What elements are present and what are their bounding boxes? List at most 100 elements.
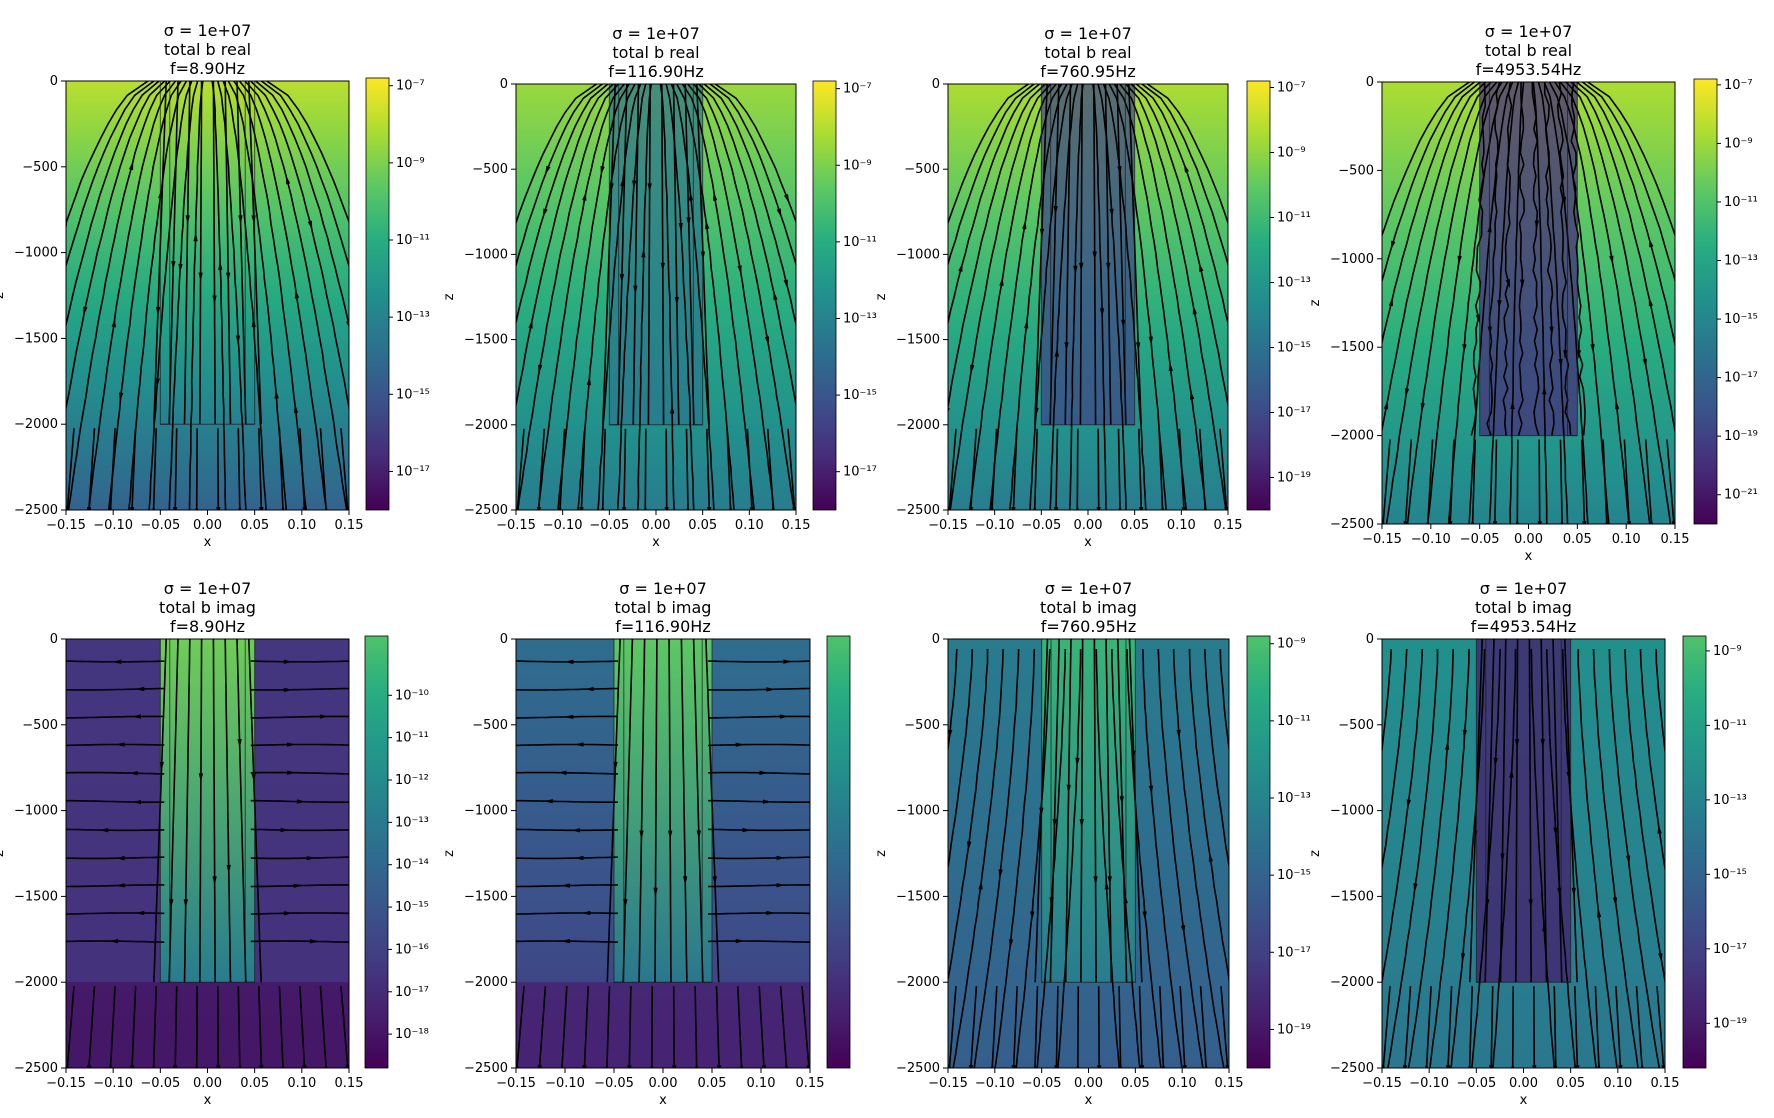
deep-streamline [340,986,349,1068]
casing-streamline [638,639,646,983]
stream-arrow [129,1065,135,1068]
stream-arrow [895,936,899,945]
stream-arrow [528,319,533,329]
streamline [1559,82,1651,524]
stream-arrow [735,742,745,747]
x-tick-label: 0.00 [1074,1076,1103,1091]
streamline [66,799,165,804]
stream-arrow [238,504,242,510]
chart-title-line: total b imag [159,598,256,617]
casing-streamline [1093,639,1097,983]
x-tick-label: 0.15 [1214,518,1243,533]
stream-arrow [185,215,190,225]
streamline [516,84,609,326]
x-axis-label: x [1084,535,1092,550]
stream-arrow [152,1062,156,1068]
stream-arrow [1011,507,1016,510]
stream-arrow [193,232,198,242]
deep-streamline [88,986,96,1068]
stream-arrow [1505,279,1510,289]
streamline [1639,648,1665,874]
streamline [516,84,597,226]
stream-arrow [1612,897,1618,907]
stream-arrow [773,291,778,301]
streamline [681,84,755,510]
stream-arrow [1073,265,1078,275]
y-tick-label: 0 [1366,75,1374,90]
deep-streamline [1559,439,1563,524]
colorbar-tick-label: 10⁻¹³ [396,310,430,325]
stream-arrow [1534,220,1540,230]
deep-streamline [1602,439,1608,524]
streamline [1142,648,1183,1068]
stream-arrow [1445,1065,1451,1068]
casing-streamline [1515,639,1519,983]
streamline [989,84,1063,510]
stream-arrow [1444,740,1450,750]
deep-streamline [1199,986,1207,1068]
stream-arrow [173,1065,178,1068]
stream-arrow [1066,784,1071,794]
chart-panel: −0.15 −0.10 −0.05 0.00 0.05 0.10 0.15 0 −500 −100… [442,24,877,550]
y-tick-label: −2500 [14,1061,58,1076]
stream-arrow [1011,1065,1016,1068]
colorbar-tick-label: 10⁻¹¹ [395,731,429,746]
y-tick-label: 0 [1366,632,1374,647]
stream-arrow [601,504,605,510]
stream-arrow [647,183,652,193]
y-tick-label: −2500 [896,503,940,518]
colorbar-tick-label: 10⁻¹⁸ [395,1027,429,1042]
stream-arrow [1462,729,1468,739]
stream-arrow [516,1062,519,1068]
deep-streamline [1468,986,1473,1068]
colorbar-tick-label: 10⁻¹⁵ [1713,867,1747,882]
x-tick-label: −0.05 [1456,1076,1496,1091]
streamline [250,771,349,775]
colorbar-tick-label: 10⁻¹⁹ [1724,429,1758,444]
casing-streamline [617,84,628,425]
stream-arrow [1097,1065,1102,1068]
chart-panel: −0.15 −0.10 −0.05 0.00 0.05 0.10 0.15 0 −500 −100… [1308,579,1747,1108]
deep-streamline [88,428,96,510]
casing-streamline [1080,639,1084,983]
colorbar [1693,78,1718,525]
stream-arrow [1329,936,1333,945]
stream-arrow [579,507,584,510]
stream-arrow [324,504,328,510]
chart-title-line: total b imag [615,598,712,617]
colorbar [812,80,837,511]
stream-arrow [1542,385,1547,395]
chart-title-line: total b imag [1040,598,1137,617]
y-tick-label: 0 [500,77,508,92]
streamline [1146,84,1228,226]
colorbar [1246,80,1271,511]
deep-streamline [1097,428,1100,510]
stream-arrow [1033,504,1037,510]
chart-title-line: f=8.90Hz [170,59,245,78]
streamline [516,84,603,269]
stream-arrow [319,714,329,719]
stream-arrow [1511,1062,1515,1068]
stream-arrow [345,506,349,510]
stream-arrow [1448,521,1453,524]
stream-arrow [1311,939,1315,948]
stream-arrow [296,799,306,804]
stream-arrow [968,1064,974,1068]
streamline [1015,648,1051,1068]
stream-arrow [155,306,161,316]
y-tick-label: −2500 [1330,517,1374,532]
stream-arrow [776,855,786,861]
deep-streamline [694,986,698,1068]
stream-arrow [948,729,953,739]
casing-streamline [1105,639,1113,983]
stream-arrow [1139,1065,1145,1068]
casing-interior [1041,639,1136,983]
stream-arrow [474,350,478,359]
stream-arrow [712,876,717,886]
stream-arrow [1706,813,1710,822]
casing-streamline [183,639,191,983]
streamline [148,81,193,510]
x-tick-label: 0.10 [1612,532,1641,547]
streamline [687,84,775,510]
deep-streamline [746,428,753,510]
